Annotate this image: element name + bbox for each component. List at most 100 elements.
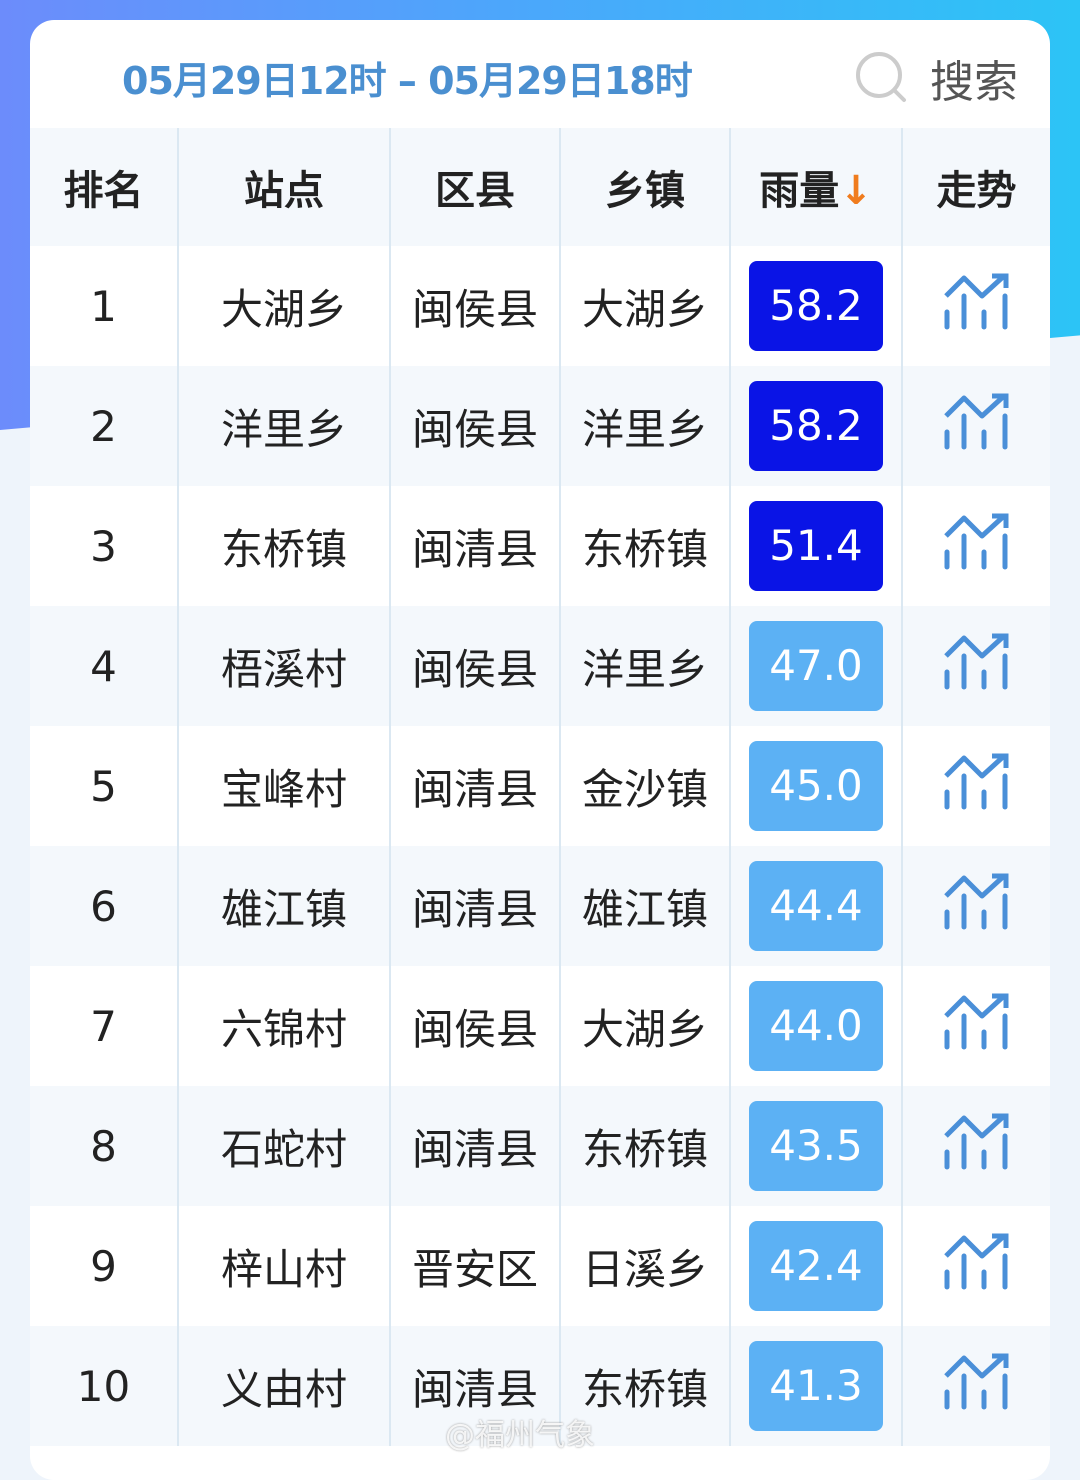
trend-chart-icon bbox=[943, 873, 1008, 930]
trend-button[interactable] bbox=[902, 1206, 1050, 1326]
rain-badge: 58.2 bbox=[749, 381, 883, 471]
col-rank: 排名 bbox=[30, 128, 179, 246]
search-label: 搜索 bbox=[930, 57, 1018, 108]
rank: 10 bbox=[30, 1326, 179, 1446]
county: 闽侯县 bbox=[390, 606, 561, 726]
table-row[interactable]: 9 梓山村 晋安区 日溪乡 42.4 bbox=[30, 1206, 1050, 1326]
trend-chart-icon bbox=[943, 1233, 1008, 1290]
trend-button[interactable] bbox=[902, 966, 1050, 1086]
table-row[interactable]: 2 洋里乡 闽侯县 洋里乡 58.2 bbox=[30, 366, 1050, 486]
col-trend: 走势 bbox=[902, 128, 1050, 246]
rain-cell: 44.0 bbox=[730, 966, 903, 1086]
col-rain-label: 雨量 bbox=[759, 168, 840, 214]
town: 洋里乡 bbox=[560, 606, 731, 726]
col-county: 区县 bbox=[390, 128, 561, 246]
rain-badge: 47.0 bbox=[749, 621, 883, 711]
county: 晋安区 bbox=[390, 1206, 561, 1326]
trend-chart-icon bbox=[943, 393, 1008, 450]
card-header: 05月29日12时 – 05月29日18时 搜索 bbox=[30, 20, 1050, 128]
trend-chart-icon bbox=[943, 993, 1008, 1050]
rank: 2 bbox=[30, 366, 179, 486]
watermark: @福州气象 bbox=[445, 1418, 595, 1453]
rank: 9 bbox=[30, 1206, 179, 1326]
trend-button[interactable] bbox=[902, 726, 1050, 846]
rain-cell: 58.2 bbox=[730, 246, 903, 366]
rain-cell: 47.0 bbox=[730, 606, 903, 726]
rain-badge: 44.4 bbox=[749, 861, 883, 951]
station: 义由村 bbox=[178, 1326, 391, 1446]
rain-badge: 44.0 bbox=[749, 981, 883, 1071]
trend-chart-icon bbox=[943, 513, 1008, 570]
ranking-table: 排名 站点 区县 乡镇 雨量↓ 走势 1 大湖乡 闽侯县 大湖乡 58.2 2 … bbox=[30, 128, 1050, 1446]
col-town: 乡镇 bbox=[560, 128, 731, 246]
station: 宝峰村 bbox=[178, 726, 391, 846]
county: 闽侯县 bbox=[390, 966, 561, 1086]
search-button[interactable]: 搜索 bbox=[854, 46, 1018, 110]
col-station: 站点 bbox=[178, 128, 391, 246]
sort-desc-icon: ↓ bbox=[839, 168, 873, 214]
rank: 3 bbox=[30, 486, 179, 606]
station: 梧溪村 bbox=[178, 606, 391, 726]
rain-cell: 45.0 bbox=[730, 726, 903, 846]
trend-chart-icon bbox=[943, 633, 1008, 690]
rain-cell: 41.3 bbox=[730, 1326, 903, 1446]
rain-badge: 41.3 bbox=[749, 1341, 883, 1431]
trend-button[interactable] bbox=[902, 606, 1050, 726]
station: 六锦村 bbox=[178, 966, 391, 1086]
town: 雄江镇 bbox=[560, 846, 731, 966]
rank: 4 bbox=[30, 606, 179, 726]
trend-chart-icon bbox=[943, 1353, 1008, 1410]
rank: 6 bbox=[30, 846, 179, 966]
rank: 5 bbox=[30, 726, 179, 846]
county: 闽侯县 bbox=[390, 246, 561, 366]
station: 东桥镇 bbox=[178, 486, 391, 606]
trend-chart-icon bbox=[943, 753, 1008, 810]
town: 东桥镇 bbox=[560, 486, 731, 606]
trend-button[interactable] bbox=[902, 366, 1050, 486]
search-icon bbox=[856, 52, 906, 102]
county: 闽侯县 bbox=[390, 366, 561, 486]
county: 闽清县 bbox=[390, 1326, 561, 1446]
table-row[interactable]: 8 石蛇村 闽清县 东桥镇 43.5 bbox=[30, 1086, 1050, 1206]
town: 东桥镇 bbox=[560, 1086, 731, 1206]
table-row[interactable]: 3 东桥镇 闽清县 东桥镇 51.4 bbox=[30, 486, 1050, 606]
station: 石蛇村 bbox=[178, 1086, 391, 1206]
rain-cell: 44.4 bbox=[730, 846, 903, 966]
col-rain[interactable]: 雨量↓ bbox=[730, 128, 903, 246]
station: 洋里乡 bbox=[178, 366, 391, 486]
trend-chart-icon bbox=[943, 1113, 1008, 1170]
trend-button[interactable] bbox=[902, 486, 1050, 606]
trend-chart-icon bbox=[943, 273, 1008, 330]
county: 闽清县 bbox=[390, 846, 561, 966]
rain-cell: 43.5 bbox=[730, 1086, 903, 1206]
rainfall-ranking-card: 05月29日12时 – 05月29日18时 搜索 排名 站点 区县 乡镇 雨量↓… bbox=[30, 20, 1050, 1480]
station: 梓山村 bbox=[178, 1206, 391, 1326]
town: 金沙镇 bbox=[560, 726, 731, 846]
rain-badge: 42.4 bbox=[749, 1221, 883, 1311]
rain-badge: 51.4 bbox=[749, 501, 883, 591]
rain-cell: 42.4 bbox=[730, 1206, 903, 1326]
town: 洋里乡 bbox=[560, 366, 731, 486]
rain-badge: 43.5 bbox=[749, 1101, 883, 1191]
trend-button[interactable] bbox=[902, 1326, 1050, 1446]
table-row[interactable]: 7 六锦村 闽侯县 大湖乡 44.0 bbox=[30, 966, 1050, 1086]
county: 闽清县 bbox=[390, 486, 561, 606]
town: 大湖乡 bbox=[560, 246, 731, 366]
rank: 7 bbox=[30, 966, 179, 1086]
trend-button[interactable] bbox=[902, 246, 1050, 366]
trend-button[interactable] bbox=[902, 1086, 1050, 1206]
town: 日溪乡 bbox=[560, 1206, 731, 1326]
rain-cell: 51.4 bbox=[730, 486, 903, 606]
trend-button[interactable] bbox=[902, 846, 1050, 966]
table-row[interactable]: 1 大湖乡 闽侯县 大湖乡 58.2 bbox=[30, 246, 1050, 366]
rain-badge: 45.0 bbox=[749, 741, 883, 831]
town: 大湖乡 bbox=[560, 966, 731, 1086]
table-row[interactable]: 10 义由村 闽清县 东桥镇 41.3 bbox=[30, 1326, 1050, 1446]
table-row[interactable]: 4 梧溪村 闽侯县 洋里乡 47.0 bbox=[30, 606, 1050, 726]
station: 大湖乡 bbox=[178, 246, 391, 366]
rank: 8 bbox=[30, 1086, 179, 1206]
table-row[interactable]: 6 雄江镇 闽清县 雄江镇 44.4 bbox=[30, 846, 1050, 966]
town: 东桥镇 bbox=[560, 1326, 731, 1446]
table-row[interactable]: 5 宝峰村 闽清县 金沙镇 45.0 bbox=[30, 726, 1050, 846]
time-range[interactable]: 05月29日12时 – 05月29日18时 bbox=[122, 59, 693, 103]
